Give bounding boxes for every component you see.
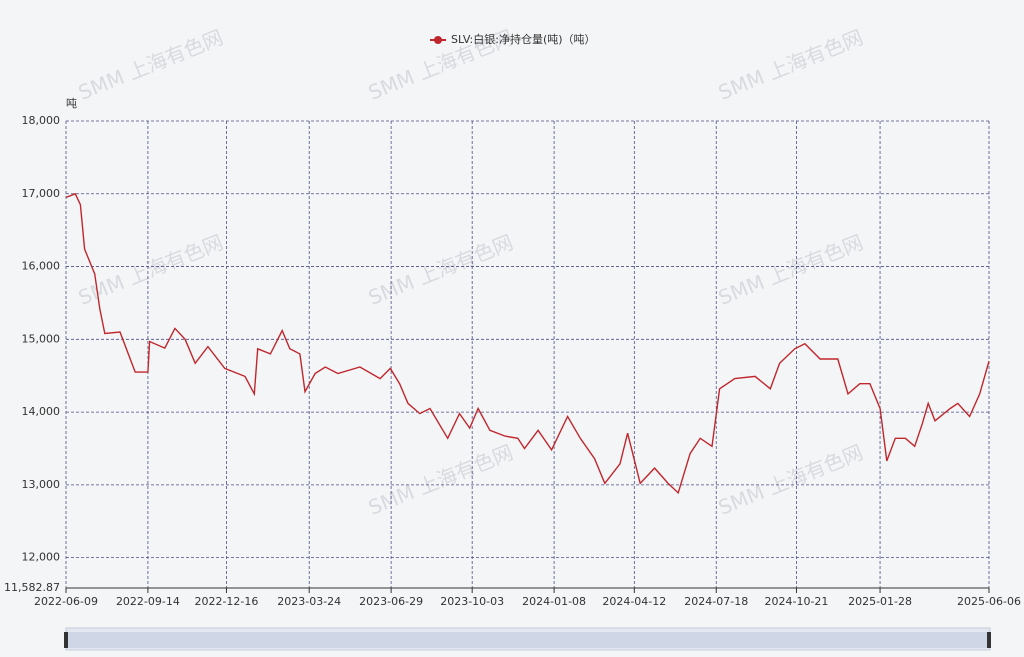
y-tick-label: 17,000 — [22, 187, 61, 200]
y-tick-label: 12,000 — [22, 551, 61, 564]
y-tick-label: 14,000 — [22, 405, 61, 418]
watermark: SMM 上海有色网 — [365, 440, 516, 520]
x-tick-label: 2022-06-09 — [34, 595, 98, 608]
x-tick-label: 2024-01-08 — [522, 595, 586, 608]
y-tick-label: 18,000 — [22, 114, 61, 127]
y-tick-label: 11,582.87 — [4, 581, 60, 594]
x-tick-label: 2022-09-14 — [116, 595, 180, 608]
watermark: SMM 上海有色网 — [365, 230, 516, 310]
x-tick-label: 2023-10-03 — [440, 595, 504, 608]
zoom-handle[interactable] — [987, 632, 991, 648]
watermark: SMM 上海有色网 — [715, 440, 866, 520]
x-tick-label: 2025-01-28 — [848, 595, 912, 608]
line-series — [65, 192, 990, 495]
x-tick-label: 2022-12-16 — [194, 595, 258, 608]
y-tick-label: 13,000 — [22, 478, 61, 491]
x-tick-label: 2025-06-06 — [957, 595, 1021, 608]
y-unit: 吨 — [66, 97, 77, 110]
x-tick-label: 2024-07-18 — [684, 595, 748, 608]
x-tick-label: 2024-04-12 — [602, 595, 666, 608]
y-tick-label: 16,000 — [22, 260, 61, 273]
x-tick-label: 2023-06-29 — [359, 595, 423, 608]
zoom-window[interactable] — [66, 632, 990, 648]
legend-marker — [434, 36, 442, 44]
legend-label: SLV:白银:净持仓量(吨)（吨） — [451, 32, 596, 46]
watermark: SMM 上海有色网 — [75, 25, 226, 105]
watermark: SMM 上海有色网 — [715, 230, 866, 310]
x-tick-label: 2024-10-21 — [764, 595, 828, 608]
zoom-handle[interactable] — [64, 632, 68, 648]
watermark: SMM 上海有色网 — [715, 25, 866, 105]
y-tick-label: 15,000 — [22, 332, 61, 345]
x-tick-label: 2023-03-24 — [277, 595, 341, 608]
